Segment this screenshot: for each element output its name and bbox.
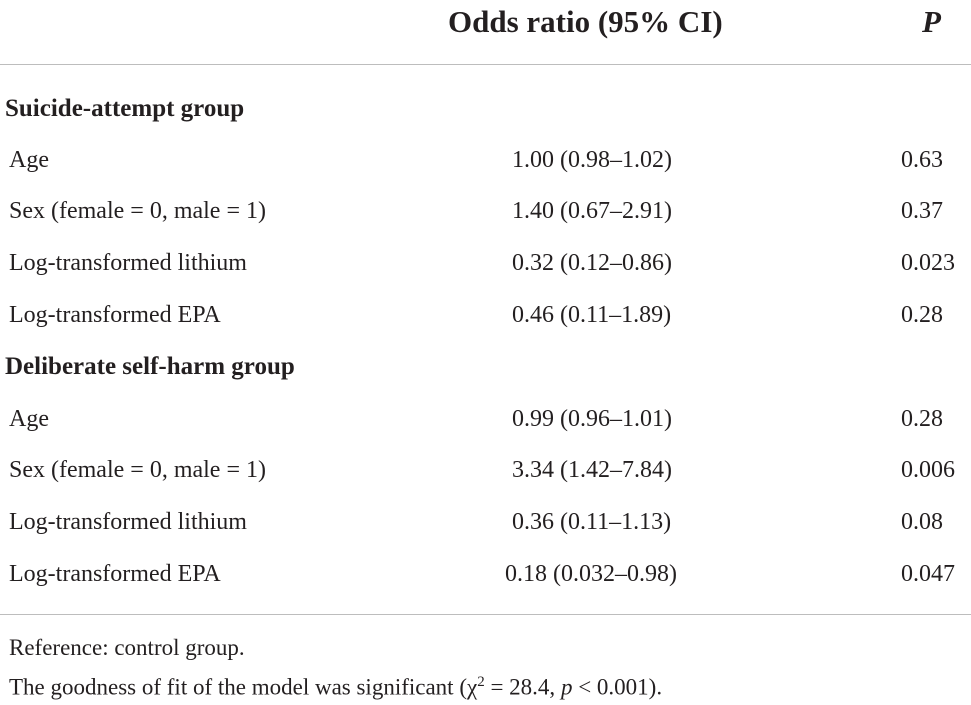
top-rule <box>0 64 971 65</box>
row-label: Sex (female = 0, male = 1) <box>9 198 266 224</box>
row-p-value: 0.006 <box>901 457 955 483</box>
row-p-value: 0.023 <box>901 250 955 276</box>
row-label: Log-transformed EPA <box>9 561 221 587</box>
row-label: Sex (female = 0, male = 1) <box>9 457 266 483</box>
p-symbol: p <box>560 674 573 700</box>
row-odds-ratio: 0.32 (0.12–0.86) <box>512 250 672 276</box>
table-row: Log-transformed lithium 0.32 (0.12–0.86)… <box>0 245 971 281</box>
header-p-value: P <box>922 4 941 39</box>
table-row: Sex (female = 0, male = 1) 3.34 (1.42–7.… <box>0 452 971 488</box>
table-row: Age 1.00 (0.98–1.02) 0.63 <box>0 142 971 178</box>
table-row: Log-transformed lithium 0.36 (0.11–1.13)… <box>0 504 971 540</box>
header-odds-ratio: Odds ratio (95% CI) <box>448 4 723 39</box>
p-value-text: < 0.001). <box>572 674 663 700</box>
chi-value: = 28.4, <box>484 674 561 700</box>
table-row: Log-transformed EPA 0.46 (0.11–1.89) 0.2… <box>0 297 971 333</box>
footnote-goodness-of-fit: The goodness of fit of the model was sig… <box>9 666 662 704</box>
fit-prefix: The goodness of fit of the model was sig… <box>9 674 467 700</box>
group-title-suicide-attempt: Suicide-attempt group <box>5 95 245 122</box>
table-row: Sex (female = 0, male = 1) 1.40 (0.67–2.… <box>0 193 971 229</box>
row-odds-ratio: 0.99 (0.96–1.01) <box>512 406 672 432</box>
table-row: Log-transformed EPA 0.18 (0.032–0.98) 0.… <box>0 556 971 592</box>
row-p-value: 0.37 <box>901 198 943 224</box>
chi-symbol: χ <box>466 674 478 700</box>
footnote-reference: Reference: control group. <box>9 635 245 660</box>
row-label: Log-transformed lithium <box>9 250 247 276</box>
row-odds-ratio: 0.18 (0.032–0.98) <box>505 561 677 587</box>
row-odds-ratio: 1.40 (0.67–2.91) <box>512 198 672 224</box>
row-p-value: 0.28 <box>901 302 943 328</box>
table-row: Age 0.99 (0.96–1.01) 0.28 <box>0 401 971 437</box>
group-title-deliberate-self-harm: Deliberate self-harm group <box>5 353 295 380</box>
row-odds-ratio: 1.00 (0.98–1.02) <box>512 147 672 173</box>
row-label: Age <box>9 147 49 173</box>
bottom-rule <box>0 614 971 615</box>
row-p-value: 0.63 <box>901 147 943 173</box>
row-odds-ratio: 3.34 (1.42–7.84) <box>512 457 672 483</box>
chi-exponent: 2 <box>477 674 485 690</box>
row-label: Log-transformed lithium <box>9 509 247 535</box>
row-odds-ratio: 0.36 (0.11–1.13) <box>512 509 672 535</box>
row-odds-ratio: 0.46 (0.11–1.89) <box>512 302 672 328</box>
row-label: Log-transformed EPA <box>9 302 221 328</box>
row-p-value: 0.047 <box>901 561 955 587</box>
row-p-value: 0.28 <box>901 406 943 432</box>
row-label: Age <box>9 406 49 432</box>
row-p-value: 0.08 <box>901 509 943 535</box>
